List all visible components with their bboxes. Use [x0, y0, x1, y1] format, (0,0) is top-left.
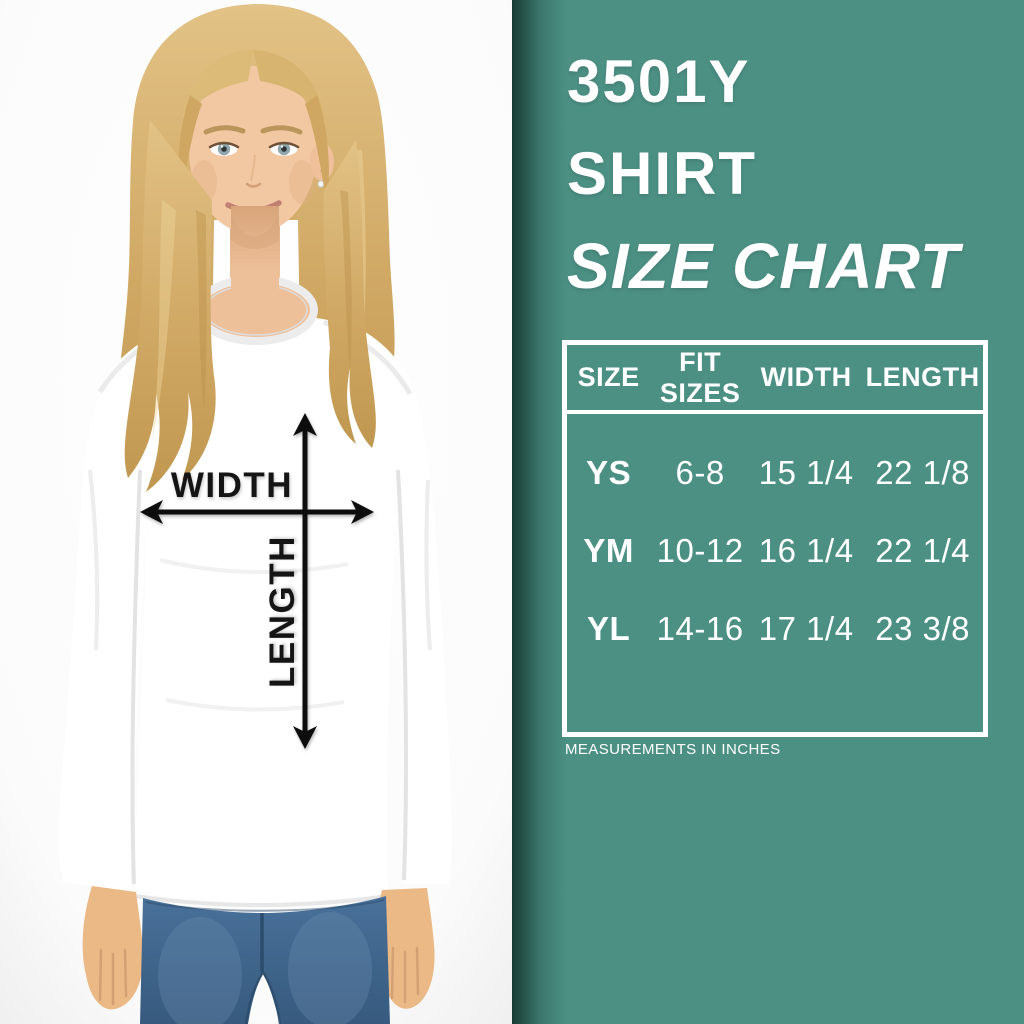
length-label: LENGTH — [263, 535, 302, 688]
model-photo — [0, 0, 512, 1024]
cell-fit-sizes: 14-16 — [656, 610, 744, 647]
title-block: 3501Y SHIRT SIZE CHART — [512, 0, 1024, 312]
column-header-size: SIZE — [577, 362, 640, 393]
units-note: MEASUREMENTS IN INCHES — [565, 741, 781, 758]
table-header-row: SIZE FIT SIZES WIDTH LENGTH — [567, 345, 983, 414]
column-header-width: WIDTH — [760, 362, 852, 393]
model-jeans — [140, 896, 390, 1024]
size-chart-table: SIZE FIT SIZES WIDTH LENGTH YS 6-8 15 1/… — [562, 340, 988, 737]
table-row-ym: YM 10-12 16 1/4 22 1/4 — [567, 512, 983, 590]
cell-size: YS — [586, 454, 632, 491]
cell-width: 16 1/4 — [758, 532, 854, 569]
cell-length: 22 1/4 — [875, 532, 971, 569]
model-photo-panel: WIDTH LENGTH — [0, 0, 512, 1024]
column-header-length: LENGTH — [865, 362, 980, 393]
width-label: WIDTH — [170, 466, 294, 505]
table-row-yl: YL 14-16 17 1/4 23 3/8 — [567, 590, 983, 668]
size-chart-heading: SIZE CHART — [567, 230, 960, 302]
cell-length: 23 3/8 — [875, 610, 971, 647]
width-arrow — [140, 500, 374, 524]
model-hair-front — [124, 120, 376, 492]
info-panel: 3501Y SHIRT SIZE CHART SIZE FIT SIZES WI… — [512, 0, 1024, 1024]
product-type: SHIRT — [567, 140, 757, 207]
cell-size: YM — [583, 532, 634, 569]
cell-width: 15 1/4 — [758, 454, 854, 491]
cell-width: 17 1/4 — [758, 610, 854, 647]
table-row-ys: YS 6-8 15 1/4 22 1/8 — [567, 434, 983, 512]
model-hands — [82, 886, 435, 1010]
cell-length: 22 1/8 — [875, 454, 971, 491]
cell-fit-sizes: 10-12 — [656, 532, 744, 569]
product-code: 3501Y — [567, 48, 751, 115]
column-header-fit-sizes: FIT SIZES — [659, 347, 741, 408]
length-arrow — [293, 413, 317, 749]
measurement-arrows — [140, 413, 374, 749]
cell-size: YL — [587, 610, 631, 647]
cell-fit-sizes: 6-8 — [675, 454, 725, 491]
table-body: YS 6-8 15 1/4 22 1/8 YM 10-12 16 1/4 22 … — [567, 414, 983, 732]
